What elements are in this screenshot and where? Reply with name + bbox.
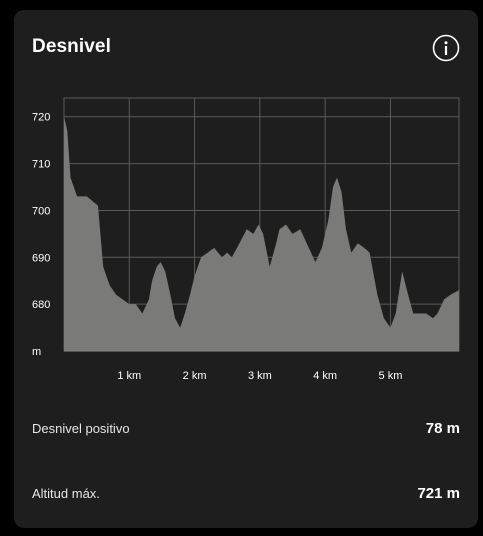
stat-label-positive-gain: Desnivel positivo — [32, 421, 130, 436]
stat-label-max-altitude: Altitud máx. — [32, 486, 100, 501]
x-tick-label: 4 km — [313, 370, 337, 382]
info-icon[interactable] — [432, 34, 460, 62]
y-tick-label: m — [32, 346, 41, 358]
x-tick-label: 5 km — [379, 370, 403, 382]
y-tick-label: 680 — [32, 299, 50, 311]
x-tick-label: 2 km — [183, 370, 207, 382]
y-tick-label: 690 — [32, 252, 50, 264]
y-tick-label: 720 — [32, 112, 50, 124]
elevation-area — [64, 116, 459, 351]
elevation-chart: m 680 690 700 710 720 1 km 2 km 3 km 4 km 5 km — [32, 97, 460, 382]
stat-value-max-altitude: 721 m — [417, 485, 460, 502]
y-tick-label: 710 — [32, 159, 50, 171]
card-title: Desnivel — [32, 36, 111, 57]
elevation-card: Desnivel m 680 690 700 710 720 1 km 2 km 3 km 4 k… — [14, 10, 478, 528]
stat-value-positive-gain: 78 m — [425, 420, 460, 437]
x-tick-label: 1 km — [117, 370, 141, 382]
y-tick-label: 700 — [32, 205, 50, 217]
x-tick-label: 3 km — [248, 370, 272, 382]
